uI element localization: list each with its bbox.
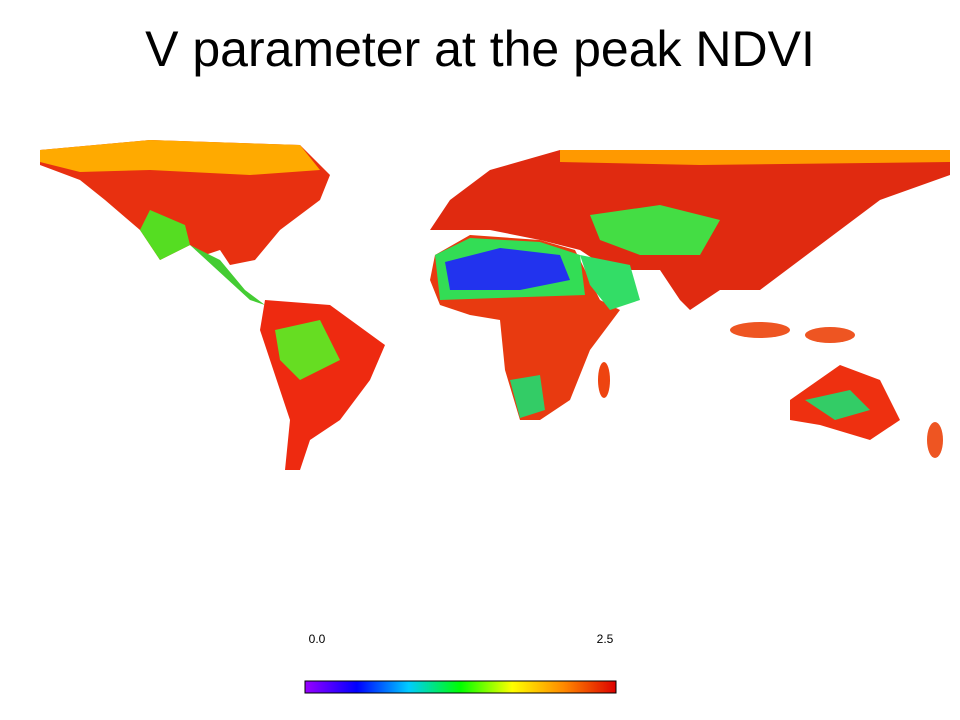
world-map	[40, 140, 950, 470]
central-america	[190, 245, 265, 305]
arabia	[580, 255, 640, 310]
south-america-center	[275, 320, 340, 380]
north-america-west	[140, 210, 190, 260]
north-america-north	[40, 140, 320, 175]
title: V parameter at the peak NDVI	[145, 21, 815, 77]
australia-center	[805, 390, 870, 420]
colorbar-bar	[304, 680, 617, 694]
siberia-north	[560, 150, 950, 165]
new-zealand	[927, 422, 943, 458]
colorbar: 0.0 2.5	[304, 632, 617, 694]
central-asia	[590, 205, 720, 255]
madagascar	[598, 362, 610, 398]
colorbar-tick-label: 2.5	[597, 632, 614, 646]
sahara	[445, 248, 570, 290]
southern-africa	[510, 375, 545, 418]
islands	[730, 322, 790, 338]
colorbar-tick-label: 0.0	[309, 632, 326, 646]
islands	[805, 327, 855, 343]
